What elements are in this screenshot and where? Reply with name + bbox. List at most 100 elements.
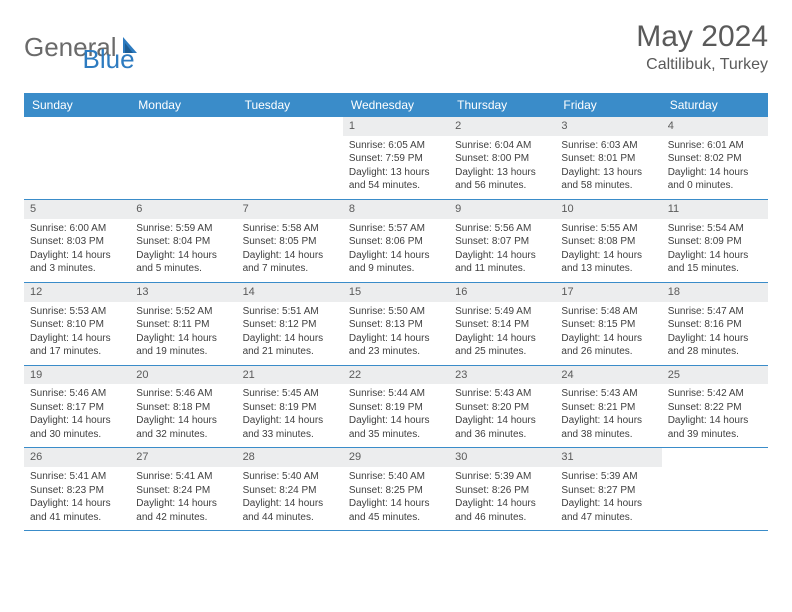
calendar-cell: 20Sunrise: 5:46 AMSunset: 8:18 PMDayligh… bbox=[130, 366, 236, 448]
sunrise-line: Sunrise: 5:56 AM bbox=[455, 222, 549, 236]
day-number bbox=[237, 117, 343, 136]
calendar-cell: 11Sunrise: 5:54 AMSunset: 8:09 PMDayligh… bbox=[662, 200, 768, 282]
day-number: 9 bbox=[449, 200, 555, 219]
daylight-line: Daylight: 14 hours and 9 minutes. bbox=[349, 249, 443, 276]
sunrise-line: Sunrise: 5:42 AM bbox=[668, 387, 762, 401]
sunset-line: Sunset: 8:25 PM bbox=[349, 484, 443, 498]
daylight-line: Daylight: 14 hours and 36 minutes. bbox=[455, 414, 549, 441]
daylight-line: Daylight: 14 hours and 33 minutes. bbox=[243, 414, 337, 441]
calendar-cell: 28Sunrise: 5:40 AMSunset: 8:24 PMDayligh… bbox=[237, 448, 343, 530]
weekday-header: Tuesday bbox=[237, 93, 343, 117]
daylight-line: Daylight: 14 hours and 13 minutes. bbox=[561, 249, 655, 276]
sunset-line: Sunset: 8:24 PM bbox=[136, 484, 230, 498]
daylight-line: Daylight: 14 hours and 0 minutes. bbox=[668, 166, 762, 193]
daylight-line: Daylight: 14 hours and 3 minutes. bbox=[30, 249, 124, 276]
daylight-line: Daylight: 14 hours and 44 minutes. bbox=[243, 497, 337, 524]
calendar-cell: 10Sunrise: 5:55 AMSunset: 8:08 PMDayligh… bbox=[555, 200, 661, 282]
calendar-cell: 23Sunrise: 5:43 AMSunset: 8:20 PMDayligh… bbox=[449, 366, 555, 448]
sunrise-line: Sunrise: 5:58 AM bbox=[243, 222, 337, 236]
sunrise-line: Sunrise: 6:05 AM bbox=[349, 139, 443, 153]
day-number: 10 bbox=[555, 200, 661, 219]
daylight-line: Daylight: 14 hours and 7 minutes. bbox=[243, 249, 337, 276]
daylight-line: Daylight: 14 hours and 21 minutes. bbox=[243, 332, 337, 359]
calendar-cell: 21Sunrise: 5:45 AMSunset: 8:19 PMDayligh… bbox=[237, 366, 343, 448]
calendar-cell: 29Sunrise: 5:40 AMSunset: 8:25 PMDayligh… bbox=[343, 448, 449, 530]
calendar-cell: 8Sunrise: 5:57 AMSunset: 8:06 PMDaylight… bbox=[343, 200, 449, 282]
daylight-line: Daylight: 14 hours and 5 minutes. bbox=[136, 249, 230, 276]
day-number: 12 bbox=[24, 283, 130, 302]
sunrise-line: Sunrise: 5:46 AM bbox=[30, 387, 124, 401]
daylight-line: Daylight: 13 hours and 58 minutes. bbox=[561, 166, 655, 193]
daylight-line: Daylight: 14 hours and 28 minutes. bbox=[668, 332, 762, 359]
sunrise-line: Sunrise: 6:04 AM bbox=[455, 139, 549, 153]
sunrise-line: Sunrise: 5:44 AM bbox=[349, 387, 443, 401]
calendar-cell: 22 Sunrise: 5:44 AMSunset: 8:19 PMDayligh… bbox=[343, 366, 449, 448]
sunrise-line: Sunrise: 6:01 AM bbox=[668, 139, 762, 153]
calendar-cell: 4Sunrise: 6:01 AMSunset: 8:02 PMDaylight… bbox=[662, 117, 768, 199]
calendar-cell: 17Sunrise: 5:48 AMSunset: 8:15 PMDayligh… bbox=[555, 283, 661, 365]
sunset-line: Sunset: 8:07 PM bbox=[455, 235, 549, 249]
sunset-line: Sunset: 8:12 PM bbox=[243, 318, 337, 332]
sunset-line: Sunset: 8:22 PM bbox=[668, 401, 762, 415]
day-number: 26 bbox=[24, 448, 130, 467]
weeks-container: 1Sunrise: 6:05 AMSunset: 7:59 PMDaylight… bbox=[24, 117, 768, 531]
day-number: 13 bbox=[130, 283, 236, 302]
day-number: 16 bbox=[449, 283, 555, 302]
calendar-cell: 12Sunrise: 5:53 AMSunset: 8:10 PMDayligh… bbox=[24, 283, 130, 365]
day-number: 18 bbox=[662, 283, 768, 302]
day-number: 20 bbox=[130, 366, 236, 385]
day-number: 22 bbox=[343, 366, 449, 385]
day-number: 14 bbox=[237, 283, 343, 302]
day-number: 1 bbox=[343, 117, 449, 136]
calendar-week: 1Sunrise: 6:05 AMSunset: 7:59 PMDaylight… bbox=[24, 117, 768, 200]
weekday-header: Saturday bbox=[662, 93, 768, 117]
day-number: 19 bbox=[24, 366, 130, 385]
calendar-cell: 3Sunrise: 6:03 AMSunset: 8:01 PMDaylight… bbox=[555, 117, 661, 199]
daylight-line: Daylight: 14 hours and 26 minutes. bbox=[561, 332, 655, 359]
sunset-line: Sunset: 8:04 PM bbox=[136, 235, 230, 249]
calendar-cell: 5Sunrise: 6:00 AMSunset: 8:03 PMDaylight… bbox=[24, 200, 130, 282]
sunset-line: Sunset: 8:19 PM bbox=[349, 401, 443, 415]
day-number: 7 bbox=[237, 200, 343, 219]
day-number: 25 bbox=[662, 366, 768, 385]
sunset-line: Sunset: 7:59 PM bbox=[349, 152, 443, 166]
day-number: 31 bbox=[555, 448, 661, 467]
day-number: 29 bbox=[343, 448, 449, 467]
calendar-cell: 19Sunrise: 5:46 AMSunset: 8:17 PMDayligh… bbox=[24, 366, 130, 448]
sunset-line: Sunset: 8:02 PM bbox=[668, 152, 762, 166]
calendar-cell: 24Sunrise: 5:43 AMSunset: 8:21 PMDayligh… bbox=[555, 366, 661, 448]
sunset-line: Sunset: 8:09 PM bbox=[668, 235, 762, 249]
sunset-line: Sunset: 8:11 PM bbox=[136, 318, 230, 332]
brand-part2: Blue bbox=[83, 44, 135, 75]
sunset-line: Sunset: 8:15 PM bbox=[561, 318, 655, 332]
calendar-cell-empty bbox=[130, 117, 236, 199]
sunrise-line: Sunrise: 6:00 AM bbox=[30, 222, 124, 236]
day-number: 15 bbox=[343, 283, 449, 302]
sunrise-line: Sunrise: 5:40 AM bbox=[243, 470, 337, 484]
calendar-cell: 18Sunrise: 5:47 AMSunset: 8:16 PMDayligh… bbox=[662, 283, 768, 365]
calendar-page: General Blue May 2024 Caltilibuk, Turkey… bbox=[0, 0, 792, 551]
daylight-line: Daylight: 13 hours and 54 minutes. bbox=[349, 166, 443, 193]
calendar-week: 5Sunrise: 6:00 AMSunset: 8:03 PMDaylight… bbox=[24, 200, 768, 283]
location-label: Caltilibuk, Turkey bbox=[636, 56, 768, 74]
brand-logo: General Blue bbox=[24, 20, 135, 75]
title-block: May 2024 Caltilibuk, Turkey bbox=[636, 20, 768, 74]
sunrise-line: Sunrise: 5:51 AM bbox=[243, 305, 337, 319]
day-number: 3 bbox=[555, 117, 661, 136]
calendar-week: 12Sunrise: 5:53 AMSunset: 8:10 PMDayligh… bbox=[24, 283, 768, 366]
sunset-line: Sunset: 8:05 PM bbox=[243, 235, 337, 249]
calendar-cell: 31Sunrise: 5:39 AMSunset: 8:27 PMDayligh… bbox=[555, 448, 661, 530]
daylight-line: Daylight: 14 hours and 35 minutes. bbox=[349, 414, 443, 441]
day-number: 27 bbox=[130, 448, 236, 467]
header-row: General Blue May 2024 Caltilibuk, Turkey bbox=[24, 20, 768, 75]
sunset-line: Sunset: 8:26 PM bbox=[455, 484, 549, 498]
calendar-cell: 15Sunrise: 5:50 AMSunset: 8:13 PMDayligh… bbox=[343, 283, 449, 365]
sunset-line: Sunset: 8:21 PM bbox=[561, 401, 655, 415]
weekday-header-row: Sunday Monday Tuesday Wednesday Thursday… bbox=[24, 93, 768, 117]
sunrise-line: Sunrise: 5:52 AM bbox=[136, 305, 230, 319]
sunrise-line: Sunrise: 5:43 AM bbox=[561, 387, 655, 401]
daylight-line: Daylight: 14 hours and 11 minutes. bbox=[455, 249, 549, 276]
sunset-line: Sunset: 8:06 PM bbox=[349, 235, 443, 249]
calendar-cell: 27Sunrise: 5:41 AMSunset: 8:24 PMDayligh… bbox=[130, 448, 236, 530]
month-title: May 2024 bbox=[636, 20, 768, 54]
